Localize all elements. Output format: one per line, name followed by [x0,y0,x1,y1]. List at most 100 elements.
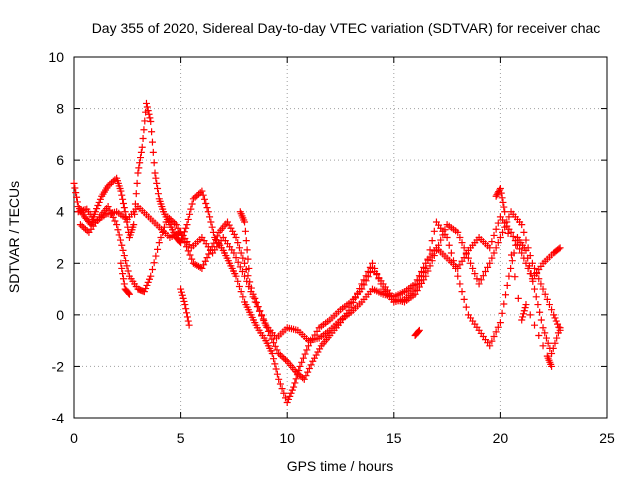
data-point [469,264,477,272]
data-point [493,191,501,199]
data-point [186,210,194,218]
data-point [496,185,504,193]
data-point [147,117,155,125]
data-point [72,189,80,197]
data-point [275,350,283,358]
data-point [484,263,492,271]
data-point [532,293,540,301]
data-point [300,375,308,383]
data-point [186,251,194,259]
data-point [182,224,190,232]
data-point [418,268,426,276]
data-point [316,345,324,353]
data-point [292,368,300,376]
data-point [109,213,117,221]
data-point [377,280,385,288]
data-point [505,272,513,280]
data-point [278,353,286,361]
data-point [492,192,500,200]
data-point [430,227,438,235]
data-point [358,280,366,288]
x-tick-label: 10 [279,430,295,446]
data-point [117,259,125,267]
y-tick-label: 6 [56,152,64,168]
data-point [271,342,279,350]
data-point [290,383,298,391]
data-point [200,261,208,269]
data-point [135,164,143,172]
data-point [119,246,127,254]
y-tick-label: 2 [56,255,64,271]
data-point [522,301,530,309]
data-point [554,320,562,328]
data-point [309,357,317,365]
data-point [500,300,508,308]
data-point [473,275,481,283]
data-point [191,193,199,201]
data-point [73,198,81,206]
y-tick-label: 8 [56,101,64,117]
data-point [206,213,214,221]
data-point [541,290,549,298]
data-point [251,298,259,306]
data-point [486,244,494,252]
data-point [496,319,504,327]
data-point [270,355,278,363]
data-point [504,229,512,237]
data-point [500,203,508,211]
data-point [83,227,91,235]
data-point [556,324,564,332]
data-point [138,143,146,151]
data-point [514,294,522,302]
data-point [193,192,201,200]
data-point [486,342,494,350]
data-point [520,228,528,236]
data-point [91,208,99,216]
data-point [167,216,175,224]
data-point [188,255,196,263]
data-point [507,228,515,236]
data-point [137,154,145,162]
data-point [120,204,128,212]
series-trace-b [76,203,564,383]
data-point [268,335,276,343]
data-point [443,234,451,241]
data-point [119,275,127,283]
data-point [411,280,419,288]
x-axis-label: GPS time / hours [287,458,394,474]
data-point [238,268,246,276]
data-point [543,295,551,303]
data-point [243,246,251,254]
data-point [268,350,276,358]
data-point [159,228,167,236]
data-point [508,257,516,265]
data-point [276,351,284,359]
data-point [467,259,475,267]
y-tick-label: 10 [48,49,64,65]
data-point [522,259,530,267]
data-point [292,375,300,383]
data-point [104,182,112,190]
data-point [501,208,509,216]
data-point [307,361,315,369]
data-point [349,298,357,306]
data-point [531,264,539,272]
data-point [492,225,500,233]
y-tick-label: -4 [52,410,65,426]
data-point [549,344,557,352]
data-point [115,231,123,239]
data-point [295,371,303,379]
data-point [234,277,242,285]
data-point [415,326,423,334]
data-point [78,222,86,230]
data-point [198,264,206,272]
data-point [302,372,310,380]
data-point [70,179,78,187]
data-point [539,342,547,350]
data-point [556,244,564,252]
data-point [234,258,242,266]
data-point [420,263,428,271]
data-point [195,190,203,198]
data-point [454,228,462,236]
